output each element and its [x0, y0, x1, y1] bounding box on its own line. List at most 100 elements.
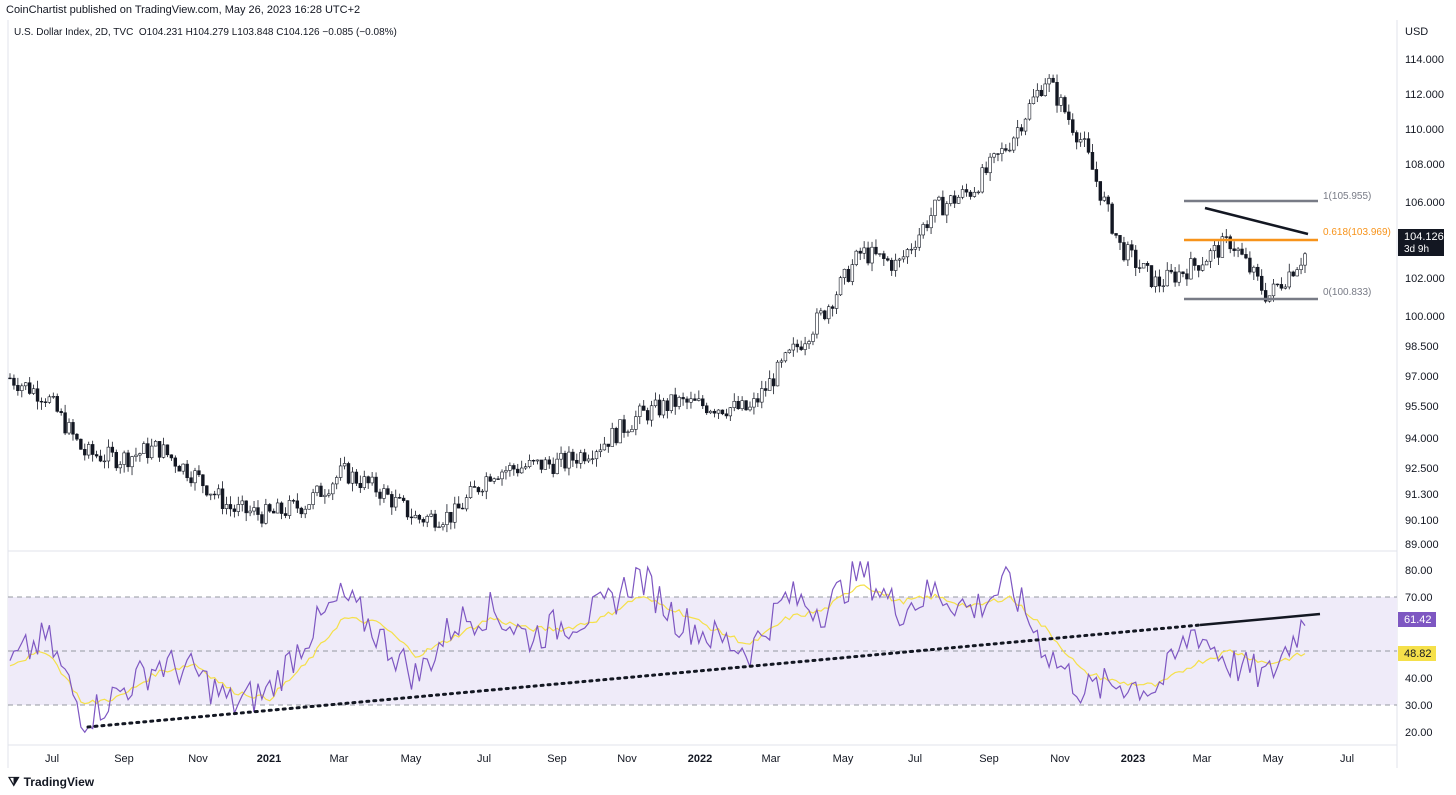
- candle: [657, 394, 662, 418]
- candle: [1031, 89, 1036, 105]
- candle: [492, 477, 496, 485]
- symbol-name: U.S. Dollar Index, 2D, TVC: [14, 27, 134, 38]
- candle: [1287, 263, 1291, 290]
- candle: [181, 463, 185, 475]
- price-tick-label: 89.000: [1405, 539, 1439, 551]
- candle: [508, 462, 512, 477]
- candle: [523, 463, 528, 470]
- candle: [228, 496, 233, 517]
- candle: [138, 452, 142, 462]
- candle: [992, 152, 996, 164]
- candle: [122, 450, 126, 473]
- candle: [779, 358, 784, 368]
- candle: [209, 493, 213, 501]
- last-price-tag: 104.126 3d 9h: [1398, 229, 1444, 256]
- candle: [390, 491, 394, 515]
- candle: [55, 393, 59, 413]
- rsi-value-tag: 61.42: [1398, 612, 1436, 627]
- candle: [1035, 83, 1040, 103]
- candle: [488, 473, 492, 482]
- tradingview-brand[interactable]: ⧩ TradingView: [8, 774, 94, 790]
- candle: [787, 348, 792, 354]
- candle: [1063, 95, 1067, 114]
- candle: [882, 250, 886, 266]
- candle: [342, 456, 347, 470]
- candle: [756, 393, 760, 407]
- candle: [1236, 247, 1240, 258]
- candle: [417, 513, 422, 524]
- candle: [472, 480, 477, 488]
- candle: [520, 460, 524, 474]
- candle: [1232, 241, 1236, 257]
- candle: [173, 455, 178, 473]
- time-tick-label: Jul: [477, 753, 491, 765]
- candle: [1078, 132, 1083, 147]
- candle: [598, 443, 603, 458]
- candle: [952, 190, 957, 208]
- candle: [212, 490, 217, 500]
- candle: [1149, 265, 1154, 289]
- candle: [75, 433, 79, 442]
- rsi-dotted-trendline: [86, 623, 1202, 729]
- candle: [153, 439, 158, 447]
- candle: [827, 304, 831, 324]
- candle: [622, 414, 626, 438]
- candle: [1256, 263, 1260, 281]
- candle: [527, 454, 532, 469]
- candle: [819, 307, 823, 316]
- candle: [71, 419, 75, 441]
- candle: [224, 496, 229, 515]
- candle: [366, 475, 370, 489]
- candle: [716, 409, 721, 420]
- candle: [142, 441, 146, 454]
- candle: [378, 488, 382, 506]
- price-tick-label: 106.000: [1405, 197, 1445, 209]
- candle: [256, 500, 260, 521]
- candle: [90, 440, 95, 462]
- time-axis-ticks: Jul Sep Nov 2021 Mar May Jul Sep Nov 2022 Mar May Ju…: [45, 753, 1354, 765]
- fib-level-1-label: 1(105.955): [1323, 191, 1371, 202]
- price-tick-label: 100.000: [1405, 311, 1445, 323]
- time-tick-label: May: [1263, 753, 1284, 765]
- price-tick-label: 110.000: [1405, 124, 1444, 136]
- candle: [878, 253, 882, 257]
- candle: [1220, 232, 1225, 258]
- rsi-tick-label: 70.00: [1405, 592, 1433, 604]
- candle: [791, 337, 795, 357]
- candle: [51, 392, 55, 399]
- candle: [606, 443, 610, 453]
- candle: [1015, 119, 1020, 147]
- candle: [106, 439, 111, 469]
- time-tick-label: Sep: [114, 753, 134, 765]
- candle: [1110, 202, 1114, 235]
- candle: [642, 400, 646, 411]
- rsi-tick-label: 20.00: [1405, 727, 1433, 739]
- candle: [705, 402, 709, 415]
- time-tick-label: 2023: [1121, 753, 1145, 765]
- candle: [1189, 251, 1193, 280]
- candle: [929, 207, 933, 234]
- candle: [732, 393, 736, 412]
- candle: [39, 397, 44, 410]
- candle: [1023, 117, 1028, 136]
- symbol-legend: U.S. Dollar Index, 2D, TVC O104.231 H104…: [14, 27, 397, 38]
- candle: [496, 475, 500, 480]
- price-tick-label: 91.300: [1405, 489, 1439, 501]
- candle: [996, 153, 1000, 162]
- candle: [795, 339, 799, 353]
- candle: [24, 382, 28, 391]
- candle: [720, 409, 725, 416]
- candle: [610, 422, 614, 447]
- candle: [1303, 252, 1307, 274]
- candle: [921, 222, 925, 239]
- time-tick-label: Jul: [908, 753, 922, 765]
- candle: [323, 489, 327, 504]
- candle: [433, 509, 437, 532]
- candle: [1075, 130, 1079, 150]
- candle: [956, 194, 961, 204]
- candle: [63, 404, 67, 436]
- candle: [846, 265, 851, 283]
- candle: [1299, 257, 1303, 275]
- candle: [1106, 195, 1110, 212]
